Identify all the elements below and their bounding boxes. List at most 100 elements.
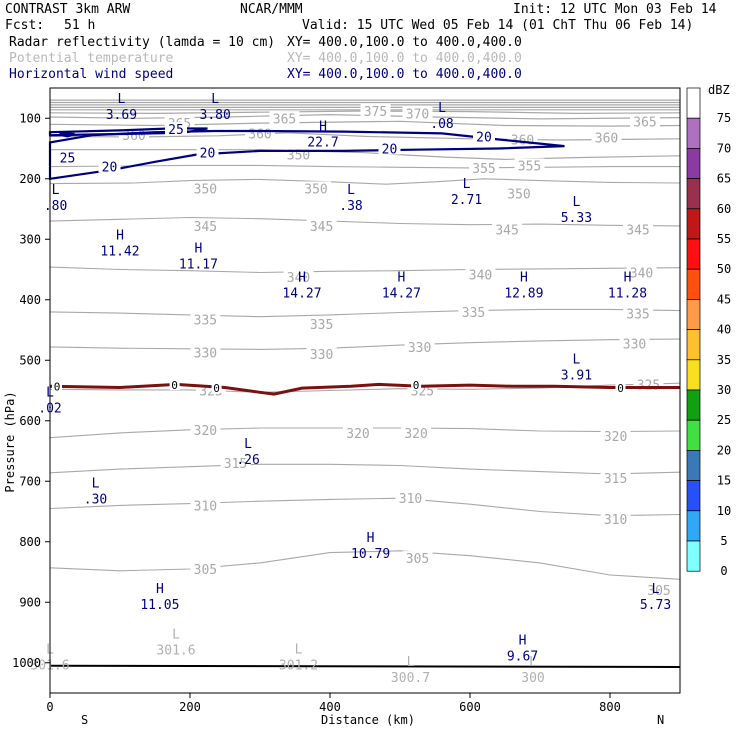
valid-time: Valid: 15 UTC Wed 05 Feb 14 (01 ChT Thu …: [302, 18, 693, 33]
y-tick-label: 1000: [12, 656, 41, 670]
theta-label-halo: [190, 345, 221, 359]
high-marker: H: [116, 228, 124, 243]
theta-contour-label: 360: [595, 132, 618, 147]
colorbar-swatch: [686, 359, 701, 391]
theta-label-halo: [190, 561, 221, 575]
zero-line-labels: 0 0 0 0 0: [52, 379, 626, 395]
wind-label-halo: [378, 141, 401, 155]
extremum-value: 22.7: [307, 135, 338, 150]
zero-label-halo: [169, 380, 180, 391]
theta-isentrope: [49, 463, 681, 475]
theta-label-halo: [465, 267, 496, 281]
theta-contour-label: 350: [304, 182, 327, 197]
theta-label-halo: [306, 218, 337, 232]
theta-label-halo: [623, 306, 653, 320]
extremum-value: 5.33: [561, 211, 592, 226]
theta-isentrope: [49, 550, 681, 580]
high-marker: H: [194, 242, 202, 257]
colorbar-level: 45: [717, 292, 731, 306]
colorbar-level: 20: [717, 443, 731, 457]
high-marker: H: [624, 271, 632, 286]
wind-label-halo: [165, 122, 187, 136]
low-marker: L: [52, 183, 60, 198]
extremum-value: 14.27: [382, 287, 421, 302]
extremum-value: 11.42: [100, 244, 139, 259]
ground-surface: [49, 664, 681, 668]
colorbar-level: 55: [717, 232, 731, 246]
low-marker: L: [211, 92, 219, 107]
field-wind-xy: XY= 400.0,100.0 to 400.0,400.0: [287, 67, 522, 82]
theta-isentrope: [49, 308, 681, 318]
theta-contour-label: 330: [194, 346, 217, 361]
extremum-value: 11.17: [179, 258, 218, 273]
theta-contour-label: 320: [346, 427, 369, 442]
theta-contour-label: 335: [462, 306, 485, 321]
theta-contour-label: 345: [495, 224, 518, 239]
theta-contour-label: 370: [406, 107, 429, 122]
low-marker: L: [652, 582, 660, 597]
theta-contour-label: 315: [604, 472, 627, 487]
theta-label-halo: [504, 186, 534, 200]
zero-label-halo: [411, 380, 422, 391]
center-label: NCAR/MMM: [240, 2, 303, 17]
colorbar-swatch: [686, 87, 701, 119]
wind-contour-label: 20: [382, 143, 398, 158]
y-tick-label: 800: [19, 535, 41, 549]
high-marker: H: [156, 582, 164, 597]
theta-label-halo: [220, 456, 251, 470]
theta-contour-label: 310: [604, 513, 627, 528]
wind-contour-label: 20: [102, 161, 118, 176]
theta-label-halo: [190, 181, 221, 195]
colorbar-level: 65: [717, 172, 731, 186]
x-tick-label: 200: [179, 700, 201, 714]
extremum-value: .26: [236, 453, 259, 468]
high-marker: H: [519, 634, 527, 649]
wind-contour-label: 25: [168, 123, 184, 138]
extremum-value: .80: [44, 199, 67, 214]
theta-label-halo: [269, 111, 300, 125]
theta-isentrope: [49, 164, 680, 169]
colorbar-level: 30: [717, 383, 731, 397]
colorbar-swatch: [686, 148, 701, 179]
field-theta-label: Potential temperature: [9, 51, 174, 66]
colorbar-swatch: [686, 238, 701, 270]
extremum-value: 11.05: [140, 598, 179, 613]
colorbar-swatch: [686, 480, 701, 512]
wind-speed-contour: [59, 131, 75, 138]
theta-contour-label: 305: [647, 584, 670, 599]
zero-contour-label: 0: [617, 382, 624, 395]
theta-contour-label: 340: [469, 268, 492, 283]
theta-isentrope: [49, 120, 681, 127]
x-tick-label: 800: [599, 700, 621, 714]
theta-label-halo: [245, 126, 275, 140]
high-marker: H: [367, 531, 375, 546]
low-marker: L: [117, 92, 125, 107]
theta-isentrope: [49, 113, 681, 120]
colorbar-level: 0: [720, 564, 727, 578]
extremum-value: 301.6: [156, 644, 195, 659]
low-marker: L: [438, 101, 446, 116]
colorbar-level: 60: [717, 202, 731, 216]
theta-contour-label: 355: [472, 162, 495, 177]
field-reflectivity-xy: XY= 400.0,100.0 to 400.0,400.0: [287, 35, 522, 50]
theta-label-halo: [630, 114, 660, 128]
theta-contour-label: 325: [637, 378, 660, 393]
extremum-value: 10.79: [351, 547, 390, 562]
y-tick-label: 200: [19, 172, 41, 186]
theta-isentrope: [49, 497, 681, 517]
theta-contour-label: 305: [406, 552, 429, 567]
colorbar-swatch: [686, 117, 701, 149]
theta-isentrope: [49, 216, 681, 227]
colorbar-level: 70: [717, 141, 731, 155]
colorbar-level: 50: [717, 262, 731, 276]
zero-contour-label: 0: [413, 379, 420, 392]
extremum-value: .08: [430, 117, 453, 132]
y-tick-label: 400: [19, 293, 41, 307]
y-axis: 100 200 300 400 500 600 700 800 900 1000: [12, 111, 50, 670]
theta-label-halo: [360, 103, 391, 117]
extremum-value: 3.69: [106, 108, 137, 123]
wind-contour-label: 20: [476, 130, 492, 145]
theta-label-halo: [514, 158, 545, 172]
